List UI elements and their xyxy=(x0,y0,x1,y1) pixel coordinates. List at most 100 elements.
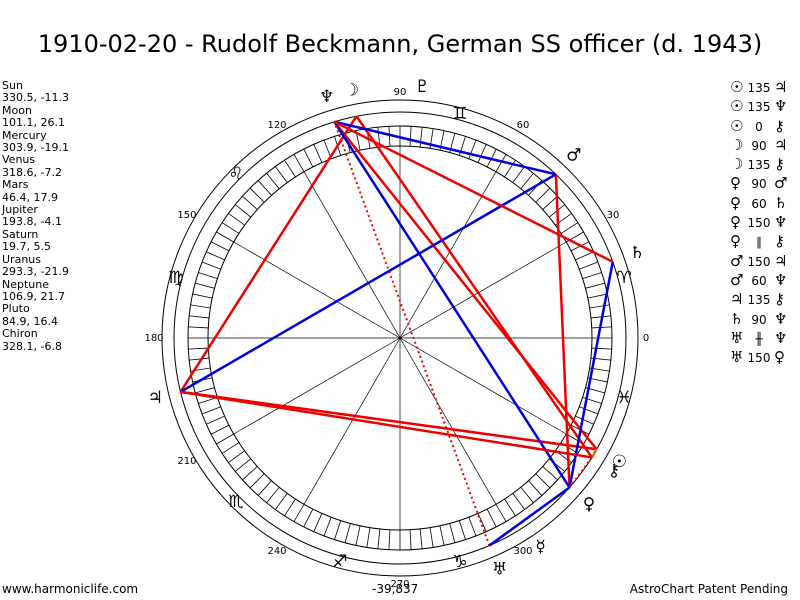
aspect-planet: ♄ xyxy=(730,309,744,328)
ring-hatch xyxy=(201,406,221,415)
ring-hatch xyxy=(228,450,245,463)
aspect-line xyxy=(334,120,557,176)
planet-position: 293.3, -21.9 xyxy=(2,265,69,279)
aspect-planet: ♀ xyxy=(730,174,741,193)
ring-hatch xyxy=(495,504,507,522)
aspect-type: 90 xyxy=(751,177,767,192)
planet-glyph: ♀ xyxy=(583,495,595,515)
planet-position: 19.7, 5.5 xyxy=(2,240,51,254)
aspect-line xyxy=(568,456,593,489)
aspect-planet: ♅ xyxy=(730,328,744,347)
aspect-row: ♃ 135 ⚷ xyxy=(730,290,788,309)
planet-position: 303.9, -19.1 xyxy=(2,141,69,155)
planet-glyph: ♄ xyxy=(630,243,645,263)
aspect-row: ♅ 150 ♀ xyxy=(730,348,788,367)
ring-hatch xyxy=(201,261,221,270)
planet-glyph: ♅ xyxy=(492,559,507,579)
aspect-planet: ⚷ xyxy=(774,232,785,251)
degree-label: 120 xyxy=(267,120,286,131)
ring-hatch xyxy=(575,251,594,261)
aspect-type: 90 xyxy=(751,138,767,153)
ring-hatch xyxy=(216,433,234,445)
ring-hatch xyxy=(221,442,240,454)
ring-hatch xyxy=(579,261,599,270)
planet-position: 46.4, 17.9 xyxy=(2,190,58,204)
aspect-type: 135 xyxy=(747,293,771,308)
aspect-row: ☉ 135 ♆ xyxy=(730,97,788,116)
ring-hatch xyxy=(313,513,323,532)
degree-label: 300 xyxy=(513,546,532,557)
ring-hatch xyxy=(587,293,608,299)
aspect-type: 60 xyxy=(751,196,767,211)
ring-hatch xyxy=(334,520,342,540)
ring-hatch xyxy=(591,347,612,350)
sign-glyph: ♍ xyxy=(168,268,183,288)
planet-position: 101.1, 26.1 xyxy=(2,116,65,130)
aspect-planet: ☉ xyxy=(730,78,744,96)
ring-hatch xyxy=(495,154,507,172)
ring-hatch xyxy=(355,525,361,546)
aspect-line xyxy=(179,173,557,393)
spoke xyxy=(303,171,401,339)
ring-hatch xyxy=(388,529,391,550)
aspect-row: ♀ 60 ♄ xyxy=(730,194,788,213)
degree-label: 90 xyxy=(394,87,407,98)
ring-hatch xyxy=(429,527,434,548)
aspect-planet: ♀ xyxy=(730,193,741,212)
planet-position: 106.9, 21.7 xyxy=(2,289,65,303)
planet-name: Sun xyxy=(2,79,23,92)
ring-hatch xyxy=(195,282,215,289)
aspect-type: 135 xyxy=(747,100,771,115)
ring-hatch xyxy=(535,187,551,203)
aspect-type: 60 xyxy=(751,273,767,288)
ring-hatch xyxy=(575,415,594,425)
aspect-planet: ♅ xyxy=(730,348,744,367)
code: -39,837 xyxy=(372,582,419,596)
ring-hatch xyxy=(195,387,215,394)
planet-glyph: ♆ xyxy=(319,87,334,107)
ring-hatch xyxy=(419,528,423,549)
ring-hatch xyxy=(210,424,230,435)
planet-position: 328.1, -6.8 xyxy=(2,339,62,353)
degree-label: 150 xyxy=(177,210,196,221)
ring-hatch xyxy=(242,195,258,210)
aspect-planet: ☽ xyxy=(730,155,744,174)
ring-hatch xyxy=(221,222,240,234)
planet-glyph: ☉ xyxy=(612,452,627,472)
degree-label: 240 xyxy=(267,546,286,557)
ring-hatch xyxy=(504,159,516,178)
aspect-planet: ♂ xyxy=(730,270,744,289)
sign-glyph: ♓ xyxy=(616,388,631,408)
ring-hatch xyxy=(439,525,445,546)
ring-hatch xyxy=(520,486,534,504)
planet-glyph: ♇ xyxy=(415,77,430,97)
aspect-row: ☽ 135 ⚷ xyxy=(730,155,788,174)
planet-glyph: ⚷ xyxy=(608,461,620,481)
aspect-type: 150 xyxy=(747,216,771,231)
ring-hatch xyxy=(210,241,230,252)
planet-name: Saturn xyxy=(2,227,39,241)
ring-hatch xyxy=(188,326,209,329)
ring-hatch xyxy=(419,127,423,148)
aspect-line xyxy=(333,121,571,489)
ring-hatch xyxy=(579,406,599,415)
aspect-row: ☽ 90 ♃ xyxy=(730,136,788,155)
aspect-row: ♂ 60 ♆ xyxy=(730,271,788,290)
spoke xyxy=(399,337,567,435)
ring-hatch xyxy=(284,498,296,517)
aspect-planet: ♀ xyxy=(730,213,741,232)
ring-hatch xyxy=(242,466,258,481)
ring xyxy=(161,99,639,577)
sign-glyph: ♏ xyxy=(228,492,243,512)
spoke xyxy=(399,241,567,339)
ring-hatch xyxy=(388,126,391,147)
aspect-line xyxy=(333,121,491,546)
aspect-type: 150 xyxy=(747,351,771,366)
aspect-row: ♀ 90 ♂ xyxy=(730,174,788,193)
planet-name: Neptune xyxy=(2,277,50,291)
degree-label: 0 xyxy=(643,333,649,344)
aspect-type: 0 xyxy=(755,119,763,134)
sign-glyph: ♐ xyxy=(332,552,347,572)
ring-hatch xyxy=(409,126,412,147)
